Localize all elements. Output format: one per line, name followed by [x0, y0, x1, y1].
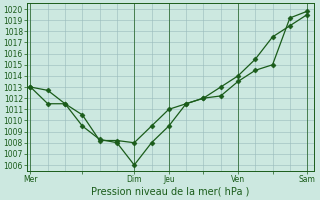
X-axis label: Pression niveau de la mer( hPa ): Pression niveau de la mer( hPa ) — [91, 187, 250, 197]
